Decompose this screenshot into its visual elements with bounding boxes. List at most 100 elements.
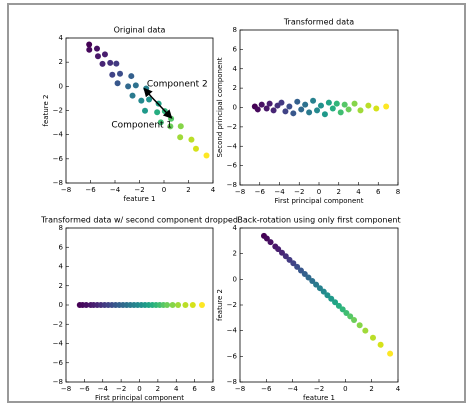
point (365, 102, 372, 109)
x-tick-label: 2 (156, 385, 160, 393)
point (93, 45, 100, 52)
point (266, 100, 273, 107)
point (290, 260, 297, 267)
x-tick-label: 4 (396, 385, 401, 393)
point (343, 309, 350, 316)
point (339, 306, 346, 313)
point (369, 334, 376, 341)
x-tick-label: 4 (174, 385, 179, 393)
x-tick-label: −2 (314, 385, 324, 393)
point (324, 292, 331, 299)
point (177, 123, 184, 130)
y-tick-label: −2 (227, 301, 237, 309)
point (154, 109, 161, 116)
y-tick-label: 6 (233, 45, 238, 53)
y-tick-label: 8 (233, 26, 237, 34)
point (282, 108, 289, 115)
y-tick-label: 0 (59, 301, 63, 309)
x-tick-label: −4 (274, 188, 285, 196)
point (167, 123, 174, 130)
point (387, 350, 394, 357)
x-tick-label: −8 (235, 385, 245, 393)
x-axis-label: feature 1 (303, 394, 335, 402)
point (333, 100, 340, 107)
point (316, 285, 323, 292)
y-tick-label: 4 (233, 224, 238, 232)
point (275, 246, 282, 253)
y-axis-label: feature 2 (42, 95, 50, 127)
point (132, 82, 139, 89)
point (345, 106, 352, 113)
point (351, 317, 358, 324)
y-tick-label: 8 (59, 224, 63, 232)
point (254, 106, 261, 113)
point (182, 302, 189, 308)
point (321, 111, 328, 118)
y-tick-label: 0 (59, 82, 63, 90)
subplot-title: Original data (114, 26, 166, 35)
point (99, 60, 106, 67)
y-tick-label: −8 (53, 378, 63, 386)
point (129, 92, 136, 99)
y-tick-label: 0 (233, 104, 237, 112)
annotation: Component 2 (147, 79, 208, 89)
point (347, 313, 354, 320)
x-tick-label: −6 (255, 188, 266, 196)
subplot-title: Transformed data w/ second component dro… (40, 216, 238, 225)
point (177, 134, 184, 141)
y-axis-label: feature 2 (216, 289, 224, 321)
y-tick-label: 2 (59, 282, 63, 290)
point (309, 278, 316, 285)
y-tick-label: −6 (227, 162, 238, 170)
point (113, 60, 120, 67)
point (169, 302, 176, 308)
x-tick-label: −8 (235, 188, 245, 196)
point (270, 107, 277, 114)
x-tick-label: −8 (61, 385, 71, 393)
point (301, 270, 308, 277)
plot-area (65, 37, 214, 184)
point (278, 99, 285, 106)
x-axis-label: feature 1 (124, 195, 156, 203)
point (267, 239, 274, 246)
point (373, 105, 380, 112)
point (313, 281, 320, 288)
x-tick-label: 4 (356, 188, 361, 196)
point (109, 71, 116, 78)
point (117, 70, 124, 77)
point (142, 107, 149, 114)
x-tick-label: 0 (317, 188, 321, 196)
point (329, 105, 336, 112)
point (314, 107, 321, 114)
point (164, 302, 171, 308)
point (357, 107, 364, 114)
point (290, 110, 297, 117)
y-tick-label: −2 (53, 107, 63, 115)
x-tick-label: 6 (192, 385, 197, 393)
x-tick-label: −6 (79, 385, 90, 393)
point (94, 53, 101, 60)
point (101, 51, 108, 58)
x-tick-label: −4 (110, 186, 121, 194)
point (306, 109, 313, 116)
point (297, 267, 304, 274)
y-tick-label: −6 (53, 155, 64, 163)
subplot-title: Back-rotation using only first component (237, 216, 400, 225)
point (188, 136, 195, 143)
point (125, 83, 132, 90)
x-tick-label: −4 (98, 385, 109, 393)
y-tick-label: 0 (233, 275, 237, 283)
x-tick-label: 8 (396, 188, 400, 196)
point (203, 152, 210, 159)
y-tick-label: −8 (227, 181, 237, 189)
point (175, 302, 182, 308)
x-tick-label: 2 (337, 188, 341, 196)
x-axis-label: First principal component (275, 197, 364, 205)
point (351, 100, 358, 107)
point (362, 327, 369, 334)
y-axis-label: Second principal component (216, 57, 224, 157)
y-tick-label: −6 (227, 352, 238, 360)
point (107, 59, 114, 66)
y-tick-label: 4 (59, 34, 64, 42)
point (282, 253, 289, 260)
